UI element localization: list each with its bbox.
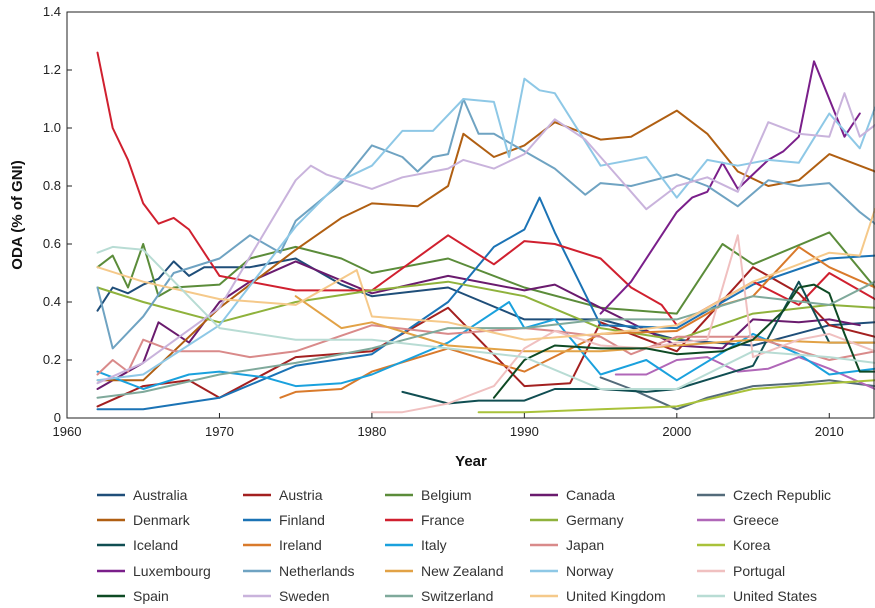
legend-label-ireland: Ireland xyxy=(279,537,322,553)
legend-label-france: France xyxy=(421,512,465,528)
plot-area: 1960 1970 1980 1990 2000 2010 0 0.2 0.4 0.6 0.8 1.… xyxy=(43,4,875,439)
legend-label-denmark: Denmark xyxy=(133,512,191,528)
x-tick-label: 1970 xyxy=(205,424,234,439)
x-tick-label: 2000 xyxy=(662,424,691,439)
y-tick-label: 1.4 xyxy=(43,4,61,19)
legend-label-united-states: United States xyxy=(733,588,817,604)
plot-frame xyxy=(66,11,875,419)
series-line-greece xyxy=(614,356,875,390)
series-line-netherlands xyxy=(96,98,875,350)
legend-label-greece: Greece xyxy=(733,512,779,528)
legend-label-spain: Spain xyxy=(133,588,169,604)
y-axis-title: ODA (% of GNI) xyxy=(9,160,26,269)
legend-label-netherlands: Netherlands xyxy=(279,563,355,579)
legend-label-portugal: Portugal xyxy=(733,563,785,579)
legend: Australia Austria Belgium Canada Czech Repub… xyxy=(97,487,831,604)
series-lines xyxy=(96,51,875,414)
legend-label-austria: Austria xyxy=(279,487,323,503)
y-tick-label: 0.8 xyxy=(43,178,61,193)
series-line-norway xyxy=(96,77,875,382)
legend-label-japan: Japan xyxy=(566,537,604,553)
series-line-iceland xyxy=(401,280,875,405)
legend-label-germany: Germany xyxy=(566,512,624,528)
series-line-korea xyxy=(477,379,875,414)
y-tick-label: 0.4 xyxy=(43,294,61,309)
series-line-italy xyxy=(96,301,875,390)
legend-label-italy: Italy xyxy=(421,537,447,553)
series-line-australia xyxy=(96,257,875,347)
series-line-sweden xyxy=(96,92,875,385)
y-axis: 0 0.2 0.4 0.6 0.8 1.0 1.2 1.4 xyxy=(43,4,72,425)
y-tick-label: 0.2 xyxy=(43,352,61,367)
legend-label-norway: Norway xyxy=(566,563,613,579)
legend-label-finland: Finland xyxy=(279,512,325,528)
x-tick-label: 2010 xyxy=(815,424,844,439)
x-tick-label: 1980 xyxy=(357,424,386,439)
x-tick-label: 1960 xyxy=(53,424,82,439)
legend-label-australia: Australia xyxy=(133,487,188,503)
legend-label-czech-republic: Czech Republic xyxy=(733,487,831,503)
y-tick-label: 1.2 xyxy=(43,62,61,77)
series-line-canada xyxy=(96,260,861,390)
series-line-germany xyxy=(96,280,875,341)
series-line-switzerland xyxy=(96,280,875,399)
legend-label-canada: Canada xyxy=(566,487,615,503)
series-line-new-zealand xyxy=(294,295,875,353)
series-line-spain xyxy=(492,283,875,399)
series-line-united-states xyxy=(96,245,875,390)
legend-label-iceland: Iceland xyxy=(133,537,178,553)
series-line-austria xyxy=(96,266,875,408)
x-tick-label: 1990 xyxy=(510,424,539,439)
legend-label-korea: Korea xyxy=(733,537,771,553)
y-tick-label: 0 xyxy=(54,410,61,425)
series-line-united-kingdom xyxy=(96,208,875,341)
series-line-luxembourg xyxy=(599,60,861,315)
legend-label-united-kingdom: United Kingdom xyxy=(566,588,666,604)
legend-label-sweden: Sweden xyxy=(279,588,330,604)
x-axis: 1960 1970 1980 1990 2000 2010 xyxy=(53,413,844,439)
y-tick-label: 1.0 xyxy=(43,120,61,135)
legend-label-luxembourg: Luxembourg xyxy=(133,563,211,579)
legend-label-switzerland: Switzerland xyxy=(421,588,493,604)
series-line-finland xyxy=(96,196,875,411)
series-line-denmark xyxy=(96,109,875,382)
legend-label-new-zealand: New Zealand xyxy=(421,563,504,579)
x-axis-title: Year xyxy=(455,453,487,470)
series-line-belgium xyxy=(96,231,875,315)
series-line-japan xyxy=(96,324,875,376)
y-tick-label: 0.6 xyxy=(43,236,61,251)
legend-label-belgium: Belgium xyxy=(421,487,472,503)
